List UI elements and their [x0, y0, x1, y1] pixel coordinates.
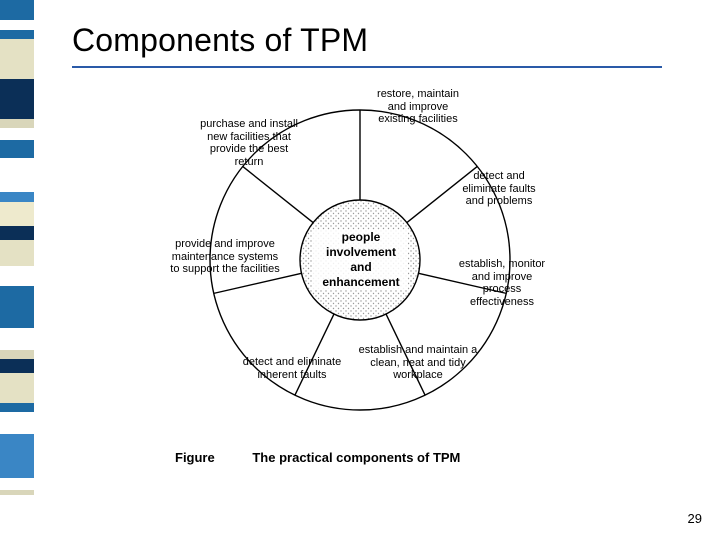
- sidebar-band: [0, 140, 34, 158]
- sidebar-band: [0, 328, 34, 350]
- segment-label-0: restore, maintain and improve existing f…: [368, 88, 468, 126]
- page-number: 29: [688, 511, 702, 526]
- segment-label-6: purchase and install new facilities that…: [194, 118, 304, 169]
- figure-caption: Figure The practical components of TPM: [175, 450, 460, 465]
- sidebar-band: [0, 192, 34, 202]
- sidebar-band: [0, 403, 34, 412]
- sidebar-band: [0, 30, 34, 39]
- sidebar-band: [0, 79, 34, 119]
- segment-label-1: detect and eliminate faults and problems: [454, 170, 544, 208]
- sidebar-band: [0, 39, 34, 79]
- slide: Components of TPM restore, maintain and …: [0, 0, 720, 540]
- segment-label-3: establish and maintain a clean, neat and…: [358, 344, 478, 382]
- sidebar-band: [0, 490, 34, 495]
- segment-label-5: provide and improve maintenance systems …: [170, 238, 280, 276]
- tpm-diagram: restore, maintain and improve existing f…: [130, 90, 590, 450]
- page-title: Components of TPM: [72, 22, 368, 59]
- sidebar-band: [0, 158, 34, 192]
- sidebar-band: [0, 286, 34, 328]
- sidebar-band: [0, 0, 34, 20]
- caption-label: Figure: [175, 450, 215, 465]
- center-label: people involvement and enhancement: [314, 230, 408, 290]
- sidebar-band: [0, 359, 34, 373]
- sidebar-band: [0, 373, 34, 403]
- segment-label-2: establish, monitor and improve process e…: [452, 258, 552, 309]
- sidebar-band: [0, 412, 34, 434]
- caption-text: The practical components of TPM: [252, 450, 460, 465]
- sidebar-band: [0, 240, 34, 266]
- sidebar-band: [0, 128, 34, 140]
- sidebar-band: [0, 119, 34, 128]
- sidebar-band: [0, 478, 34, 490]
- sidebar-band: [0, 350, 34, 359]
- sidebar-band: [0, 226, 34, 240]
- decorative-sidebar: [0, 0, 34, 495]
- sidebar-band: [0, 20, 34, 30]
- sidebar-band: [0, 202, 34, 226]
- sidebar-band: [0, 434, 34, 478]
- segment-label-4: detect and eliminate inherent faults: [242, 356, 342, 381]
- title-underline: [72, 66, 662, 68]
- sidebar-band: [0, 266, 34, 286]
